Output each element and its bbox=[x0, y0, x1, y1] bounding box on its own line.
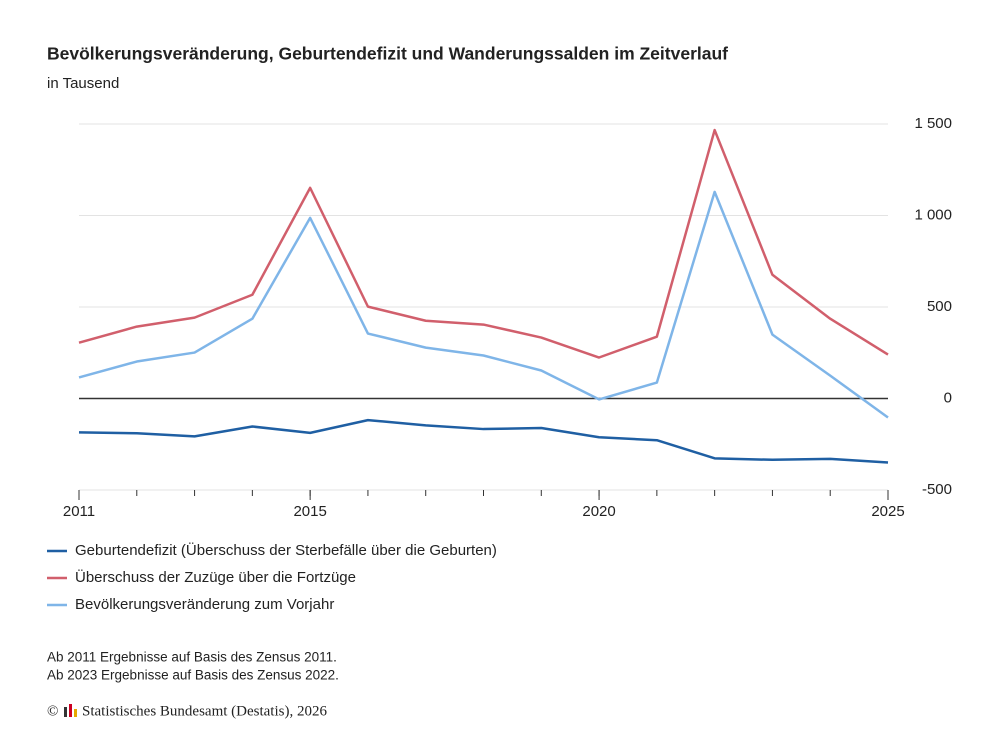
chart-title: Bevölkerungsveränderung, Geburtendefizit… bbox=[47, 44, 728, 64]
chart-subtitle: in Tausend bbox=[47, 75, 119, 92]
series-line bbox=[78, 190, 889, 419]
y-tick-label: 1 500 bbox=[914, 115, 952, 132]
y-tick-label: 500 bbox=[927, 298, 952, 315]
legend-label: Überschuss der Zuzüge über die Fortzüge bbox=[75, 568, 356, 586]
series-line bbox=[78, 418, 889, 464]
y-tick-label: 1 000 bbox=[914, 206, 952, 223]
legend-label: Geburtendefizit (Überschuss der Sterbefä… bbox=[75, 541, 497, 559]
note: Ab 2011 Ergebnisse auf Basis des Zensus … bbox=[47, 650, 337, 665]
y-tick-label: -500 bbox=[922, 481, 952, 498]
note: Ab 2023 Ergebnisse auf Basis des Zensus … bbox=[47, 668, 339, 683]
x-tick-label: 2011 bbox=[63, 503, 95, 520]
legend-label: Bevölkerungsveränderung zum Vorjahr bbox=[75, 596, 334, 613]
series-line bbox=[78, 128, 889, 359]
x-tick-label: 2020 bbox=[582, 503, 615, 520]
x-tick-label: 2015 bbox=[293, 503, 326, 520]
copyright-symbol: © bbox=[47, 703, 58, 719]
x-tick-label: 2025 bbox=[871, 503, 904, 520]
logo bbox=[64, 704, 77, 717]
source: Statistisches Bundesamt (Destatis), 2026 bbox=[82, 703, 327, 719]
y-tick-label: 0 bbox=[944, 389, 952, 406]
